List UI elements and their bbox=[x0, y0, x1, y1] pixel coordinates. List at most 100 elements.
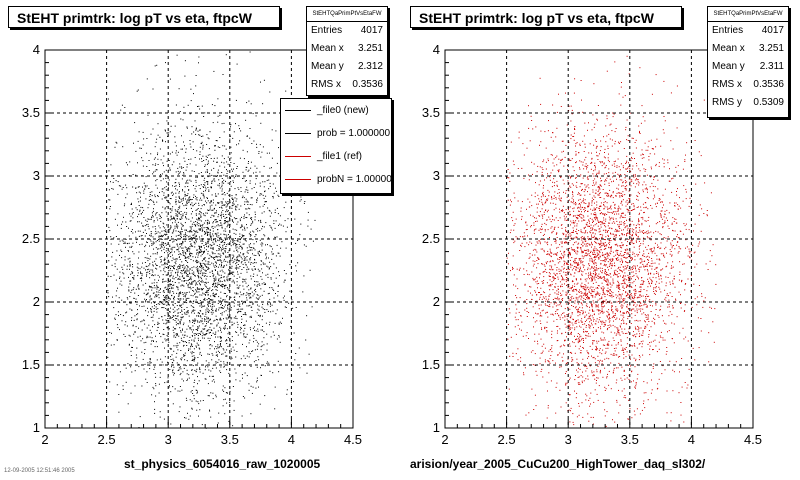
data-point bbox=[164, 347, 165, 349]
data-point bbox=[194, 280, 196, 282]
data-point bbox=[151, 306, 153, 308]
data-point bbox=[208, 362, 210, 364]
data-point bbox=[550, 172, 552, 174]
data-point bbox=[634, 343, 635, 345]
data-point bbox=[168, 300, 170, 302]
data-point bbox=[217, 172, 219, 174]
data-point bbox=[255, 281, 257, 283]
data-point bbox=[221, 207, 223, 209]
data-point bbox=[174, 310, 176, 312]
data-point bbox=[158, 383, 160, 385]
data-point bbox=[169, 285, 171, 287]
data-point bbox=[300, 199, 302, 201]
data-point bbox=[220, 222, 222, 224]
data-point bbox=[209, 319, 211, 321]
data-point bbox=[262, 326, 264, 327]
data-point bbox=[131, 319, 132, 321]
data-point bbox=[167, 336, 169, 337]
data-point bbox=[147, 271, 149, 273]
data-point bbox=[125, 381, 127, 383]
data-point bbox=[186, 335, 188, 337]
data-point bbox=[186, 380, 188, 381]
data-point bbox=[228, 310, 230, 312]
data-point bbox=[275, 277, 277, 279]
data-point bbox=[172, 326, 174, 328]
data-point bbox=[286, 393, 288, 395]
data-point bbox=[207, 250, 209, 252]
data-point bbox=[206, 169, 208, 171]
data-point bbox=[182, 241, 184, 243]
data-point bbox=[256, 199, 258, 201]
data-point bbox=[184, 191, 186, 193]
data-point bbox=[269, 321, 271, 323]
data-point bbox=[295, 307, 297, 308]
data-point bbox=[166, 120, 168, 122]
data-point bbox=[129, 280, 131, 282]
data-point bbox=[222, 308, 224, 309]
data-point bbox=[155, 376, 157, 378]
data-point bbox=[277, 284, 279, 286]
data-point bbox=[108, 260, 110, 262]
data-point bbox=[190, 283, 192, 285]
data-point bbox=[185, 198, 186, 200]
data-point bbox=[647, 208, 649, 210]
data-point bbox=[202, 144, 204, 146]
data-point bbox=[207, 329, 209, 331]
data-point bbox=[231, 271, 233, 273]
data-point bbox=[188, 159, 190, 160]
data-point bbox=[157, 152, 159, 154]
data-point bbox=[592, 251, 594, 253]
data-point bbox=[609, 252, 611, 254]
data-point bbox=[214, 348, 215, 350]
data-point bbox=[155, 306, 157, 308]
data-point bbox=[173, 240, 175, 242]
data-point bbox=[165, 244, 167, 246]
data-point bbox=[207, 330, 209, 332]
data-point bbox=[215, 270, 216, 271]
data-point bbox=[209, 319, 211, 320]
data-point bbox=[143, 342, 145, 344]
legend-label: probN = 1.000000 bbox=[317, 174, 392, 185]
data-point bbox=[151, 195, 153, 197]
data-point bbox=[627, 274, 629, 276]
data-point bbox=[178, 265, 179, 267]
data-point bbox=[194, 188, 196, 190]
data-point bbox=[146, 185, 148, 187]
data-point bbox=[169, 167, 171, 169]
data-point bbox=[205, 320, 207, 322]
data-point bbox=[193, 339, 195, 341]
data-point bbox=[159, 292, 161, 293]
data-point bbox=[234, 267, 236, 269]
data-point bbox=[215, 309, 217, 311]
data-point bbox=[208, 241, 210, 243]
data-point bbox=[588, 298, 590, 300]
data-point bbox=[246, 355, 248, 357]
data-point bbox=[256, 143, 257, 145]
data-point bbox=[225, 217, 227, 219]
data-point bbox=[209, 131, 211, 133]
data-point bbox=[157, 326, 159, 328]
data-point bbox=[166, 234, 168, 235]
data-point bbox=[243, 330, 245, 332]
data-point bbox=[185, 311, 187, 313]
data-point bbox=[244, 191, 246, 193]
data-point bbox=[212, 293, 214, 295]
data-point bbox=[125, 162, 127, 164]
data-point bbox=[224, 413, 226, 415]
data-point bbox=[269, 305, 271, 307]
data-point bbox=[263, 197, 265, 199]
data-point bbox=[246, 224, 247, 226]
data-point bbox=[213, 305, 215, 307]
data-point bbox=[207, 171, 208, 173]
data-point bbox=[222, 348, 224, 350]
data-point bbox=[132, 289, 134, 291]
data-point bbox=[203, 272, 205, 274]
data-point bbox=[263, 211, 265, 213]
data-point bbox=[248, 207, 250, 209]
data-point bbox=[187, 193, 189, 195]
data-point bbox=[133, 277, 135, 279]
data-point bbox=[169, 78, 171, 80]
data-point bbox=[250, 413, 252, 415]
data-point bbox=[215, 241, 217, 243]
data-point bbox=[199, 211, 201, 213]
